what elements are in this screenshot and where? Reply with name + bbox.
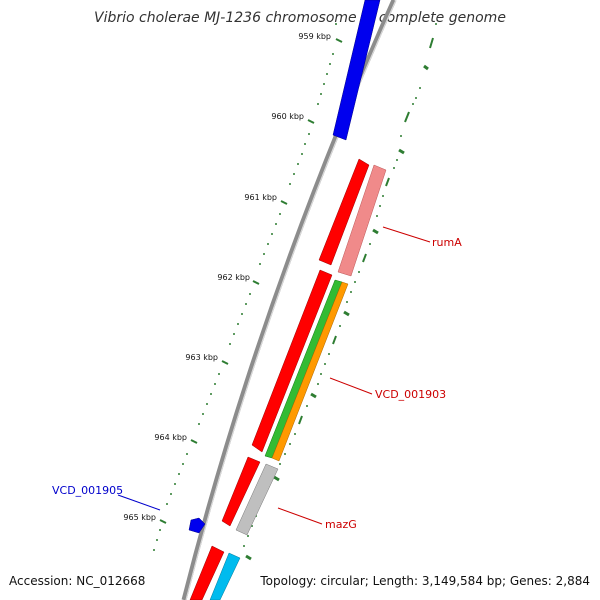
feature-mazG[interactable] xyxy=(235,463,279,536)
scale-label: 960 kbp xyxy=(271,112,304,121)
accession-text: Accession: NC_012668 xyxy=(9,574,146,588)
feature-cyan[interactable] xyxy=(209,552,241,600)
backbone-highlight xyxy=(185,0,397,600)
genome-info-text: Topology: circular; Length: 3,149,584 bp… xyxy=(260,574,590,588)
gene-label-VCD_001905[interactable]: VCD_001905 xyxy=(52,484,123,497)
feature-red-3[interactable] xyxy=(221,456,261,527)
feature-red-4[interactable] xyxy=(189,545,225,600)
feature-rumA[interactable] xyxy=(337,164,387,277)
feature-blue-upper[interactable] xyxy=(332,0,381,141)
label-leaders xyxy=(117,226,431,525)
gene-label-mazG[interactable]: mazG xyxy=(325,518,357,531)
scale-label: 963 kbp xyxy=(185,353,218,362)
genome-backbone xyxy=(181,0,397,600)
map-title: Vibrio cholerae MJ-1236 chromosome 1, co… xyxy=(94,10,506,26)
feature-VCD_001903[interactable] xyxy=(271,281,349,462)
gene-label-rumA[interactable]: rumA xyxy=(432,236,462,249)
feature-green[interactable] xyxy=(264,279,343,459)
scale-label: 959 kbp xyxy=(298,32,331,41)
feature-VCD_001905[interactable] xyxy=(188,517,206,534)
gene-features xyxy=(188,0,387,600)
gene-label-VCD_001903[interactable]: VCD_001903 xyxy=(375,388,446,401)
feature-red-1[interactable] xyxy=(318,158,370,266)
scale-label: 961 kbp xyxy=(244,193,277,202)
feature-red-2[interactable] xyxy=(251,269,333,453)
scale-label: 965 kbp xyxy=(123,513,156,522)
scale-label: 964 kbp xyxy=(154,433,187,442)
scale-label: 962 kbp xyxy=(217,273,250,282)
inner-tick-track xyxy=(153,23,343,551)
